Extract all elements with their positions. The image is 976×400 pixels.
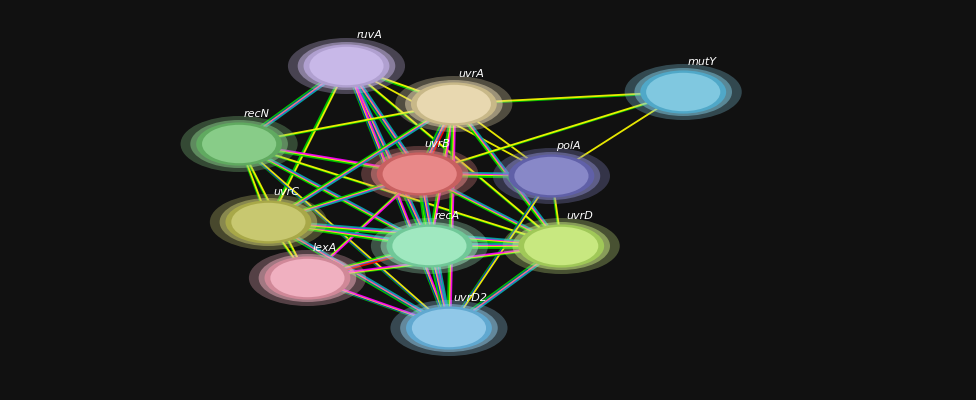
Ellipse shape — [625, 64, 742, 120]
Ellipse shape — [503, 218, 620, 274]
Ellipse shape — [412, 309, 486, 347]
Text: polA: polA — [556, 141, 581, 151]
Ellipse shape — [406, 306, 492, 350]
Ellipse shape — [298, 42, 395, 90]
Ellipse shape — [524, 227, 598, 265]
Ellipse shape — [512, 222, 610, 270]
Ellipse shape — [417, 85, 491, 123]
Text: ruvA: ruvA — [356, 30, 383, 40]
Ellipse shape — [634, 68, 732, 116]
Text: uvrA: uvrA — [459, 69, 485, 79]
Text: recA: recA — [434, 211, 460, 221]
Ellipse shape — [392, 227, 467, 265]
Text: uvrD: uvrD — [566, 211, 593, 221]
Ellipse shape — [249, 250, 366, 306]
Ellipse shape — [503, 152, 600, 200]
Ellipse shape — [411, 82, 497, 126]
Ellipse shape — [646, 73, 720, 111]
Ellipse shape — [264, 256, 350, 300]
Ellipse shape — [202, 125, 276, 163]
Ellipse shape — [381, 222, 478, 270]
Ellipse shape — [361, 146, 478, 202]
Ellipse shape — [304, 44, 389, 88]
Ellipse shape — [220, 198, 317, 246]
Text: recN: recN — [244, 109, 270, 119]
Ellipse shape — [309, 47, 384, 85]
Ellipse shape — [400, 304, 498, 352]
Ellipse shape — [371, 218, 488, 274]
Ellipse shape — [181, 116, 298, 172]
Text: uvrB: uvrB — [425, 139, 451, 149]
Ellipse shape — [390, 300, 508, 356]
Ellipse shape — [288, 38, 405, 94]
Ellipse shape — [518, 224, 604, 268]
Ellipse shape — [383, 155, 457, 193]
Text: uvrD2: uvrD2 — [454, 293, 488, 303]
Ellipse shape — [395, 76, 512, 132]
Ellipse shape — [640, 70, 726, 114]
Ellipse shape — [386, 224, 472, 268]
Text: lexA: lexA — [312, 243, 337, 253]
Ellipse shape — [210, 194, 327, 250]
Text: mutY: mutY — [688, 57, 717, 67]
Ellipse shape — [514, 157, 589, 195]
Ellipse shape — [377, 152, 463, 196]
Ellipse shape — [196, 122, 282, 166]
Ellipse shape — [190, 120, 288, 168]
Ellipse shape — [508, 154, 594, 198]
Ellipse shape — [405, 80, 503, 128]
Ellipse shape — [231, 203, 305, 241]
Ellipse shape — [225, 200, 311, 244]
Ellipse shape — [259, 254, 356, 302]
Ellipse shape — [371, 150, 468, 198]
Ellipse shape — [493, 148, 610, 204]
Text: uvrC: uvrC — [273, 187, 300, 197]
Ellipse shape — [270, 259, 345, 297]
